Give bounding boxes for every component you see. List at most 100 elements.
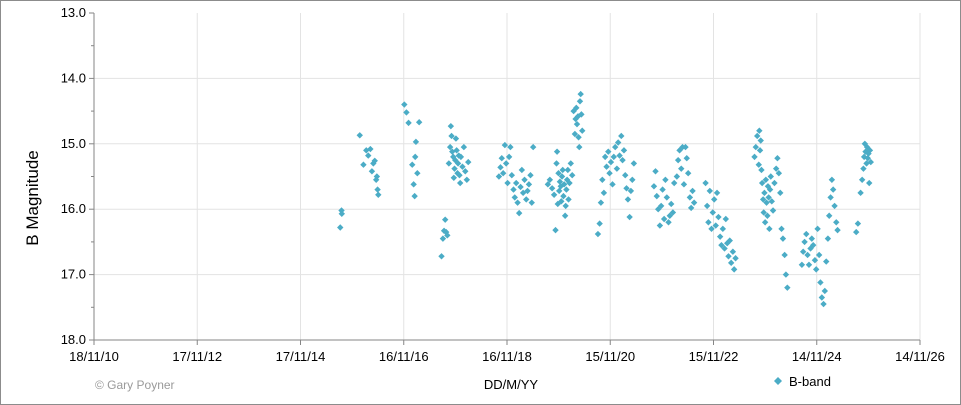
data-point <box>712 222 719 229</box>
data-point <box>774 154 781 162</box>
data-point <box>524 187 531 195</box>
data-point <box>766 225 773 233</box>
data-point <box>751 153 758 161</box>
data-point <box>441 216 449 223</box>
data-point <box>764 183 772 190</box>
data-point <box>756 127 763 134</box>
data-point <box>756 147 764 154</box>
data-point <box>579 127 586 134</box>
y-tick-label: 16.0 <box>61 201 86 216</box>
data-point <box>558 198 565 205</box>
data-point <box>454 160 462 167</box>
data-point <box>367 145 374 153</box>
y-tick-label: 15.0 <box>61 136 86 151</box>
y-tick-labels: 13.0 14.0 15.0 16.0 17.0 18.0 <box>61 5 86 347</box>
data-point <box>781 251 788 259</box>
data-point <box>669 209 677 216</box>
data-point <box>576 98 584 105</box>
data-point <box>865 150 872 157</box>
data-point <box>605 148 612 155</box>
data-point <box>448 132 455 140</box>
data-point <box>564 166 572 174</box>
data-point <box>778 225 785 233</box>
data-point <box>858 176 866 183</box>
data-point <box>612 143 619 151</box>
data-point <box>665 219 672 226</box>
data-point <box>618 132 625 140</box>
data-point <box>577 90 584 98</box>
data-point <box>556 178 564 185</box>
data-point <box>824 235 832 242</box>
data-point <box>834 226 841 234</box>
x-tick-label: 15/11/22 <box>689 349 739 364</box>
data-point <box>607 158 615 166</box>
data-point <box>775 170 783 177</box>
data-point <box>502 160 510 167</box>
data-point <box>758 166 765 174</box>
data-point <box>825 212 833 219</box>
data-point <box>801 238 808 246</box>
data-point <box>719 225 727 233</box>
data-point <box>459 163 466 170</box>
data-point <box>571 130 579 138</box>
data-point <box>727 259 735 267</box>
data-point <box>573 120 581 128</box>
data-point <box>616 152 623 159</box>
data-point <box>528 199 535 206</box>
data-point <box>653 192 660 200</box>
legend-marker <box>774 377 782 385</box>
data-point <box>559 166 566 174</box>
data-point <box>527 171 534 179</box>
data-point <box>812 266 820 273</box>
data-points <box>337 90 874 308</box>
data-point <box>730 266 738 273</box>
data-point <box>657 202 665 210</box>
credit-text: © Gary Poyner <box>95 378 175 392</box>
data-point <box>764 212 771 219</box>
data-point <box>600 189 608 197</box>
data-point <box>457 153 465 161</box>
data-point <box>867 158 874 166</box>
data-point <box>799 248 807 255</box>
data-point <box>495 173 503 180</box>
y-tick-label: 14.0 <box>61 70 86 85</box>
data-point <box>680 181 688 188</box>
data-point <box>854 220 862 227</box>
y-tick-label: 13.0 <box>61 5 86 20</box>
data-point <box>805 261 813 268</box>
data-point <box>860 165 867 172</box>
data-point <box>630 160 638 167</box>
data-point <box>596 220 603 227</box>
data-point <box>497 164 504 171</box>
data-point <box>338 207 345 214</box>
data-point <box>560 181 568 188</box>
x-tick-label: 17/11/12 <box>172 349 222 364</box>
data-point <box>375 191 382 199</box>
data-point <box>450 174 458 182</box>
data-point <box>401 101 408 108</box>
data-point <box>706 187 714 195</box>
data-point <box>565 196 572 203</box>
data-point <box>662 176 669 183</box>
data-point <box>863 160 870 167</box>
data-point <box>460 143 468 151</box>
data-point <box>337 224 344 231</box>
data-point <box>784 284 791 291</box>
data-point <box>762 176 770 183</box>
data-point <box>768 198 775 205</box>
data-point <box>663 194 671 201</box>
data-point <box>365 152 372 159</box>
data-point <box>759 196 767 203</box>
data-point <box>682 143 689 151</box>
data-point <box>763 199 770 206</box>
data-point <box>829 186 837 193</box>
data-point <box>338 210 345 217</box>
data-point <box>508 171 516 179</box>
data-point <box>544 181 552 188</box>
data-point <box>726 237 733 244</box>
data-point <box>462 168 469 175</box>
data-point <box>412 153 419 161</box>
data-point <box>803 230 810 238</box>
data-point <box>368 168 376 175</box>
data-point <box>782 271 790 278</box>
